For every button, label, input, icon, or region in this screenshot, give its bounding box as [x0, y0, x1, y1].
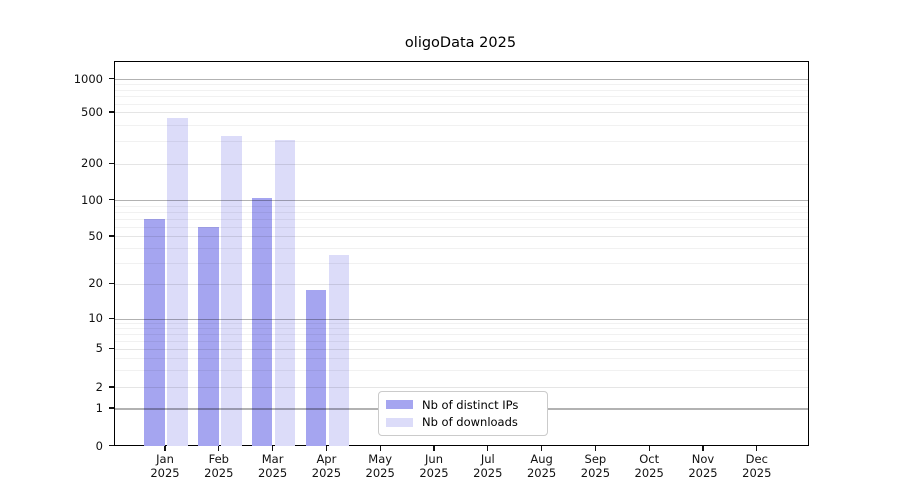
y-tick-mark [108, 386, 114, 388]
y-tick-label: 5 [95, 341, 103, 356]
legend-swatch-distinct-ips [386, 399, 413, 410]
y-tick-label: 2 [95, 380, 103, 394]
legend-item-distinct-ips: Nb of distinct IPs [386, 398, 540, 412]
y-tick-mark [108, 444, 114, 447]
gridline-100 [114, 199, 808, 202]
x-tick-label-apr: Apr 2025 [311, 452, 342, 480]
y-tick-label: 500 [81, 105, 103, 119]
x-tick-mark [433, 446, 435, 452]
legend-label-distinct-ips: Nb of distinct IPs [422, 397, 519, 412]
y-tick-label: 20 [88, 276, 103, 291]
x-tick-mark [648, 446, 650, 452]
y-tick-label: 0 [95, 438, 103, 453]
x-tick-label-feb: Feb 2025 [204, 452, 234, 480]
bar-mar-downloads [274, 139, 296, 446]
y-tick-mark [108, 282, 114, 284]
x-tick-label-oct: Oct 2025 [634, 452, 664, 480]
y-tick-mark [108, 111, 114, 113]
x-tick-mark [379, 446, 381, 452]
gridline-minor [114, 205, 808, 207]
x-tick-mark [487, 446, 489, 452]
x-tick-mark [540, 446, 543, 452]
y-tick-mark [108, 317, 114, 319]
bar-jan-distinct-ips [144, 219, 165, 446]
gridline-200 [114, 163, 808, 165]
y-tick-mark [108, 347, 114, 349]
bar-feb-downloads [221, 136, 242, 446]
gridline-minor [114, 124, 808, 126]
x-tick-mark [702, 446, 704, 452]
x-tick-label-jan: Jan 2025 [150, 452, 180, 480]
x-tick-mark [218, 446, 220, 452]
x-tick-mark [164, 446, 166, 452]
gridline-500 [114, 112, 808, 114]
x-tick-label-may: May 2025 [365, 452, 395, 480]
legend: Nb of distinct IPs Nb of downloads [378, 391, 548, 436]
y-tick-mark [108, 235, 114, 237]
y-tick-label: 10 [88, 311, 103, 326]
y-tick-label: 1000 [73, 71, 103, 86]
x-tick-label-sep: Sep 2025 [580, 452, 611, 480]
gridline-minor [114, 218, 808, 220]
y-tick-mark [108, 162, 114, 164]
y-tick-mark [108, 77, 114, 80]
bar-apr-distinct-ips [305, 289, 327, 446]
x-tick-mark [594, 446, 597, 452]
gridline-minor [114, 141, 808, 143]
bar-apr-downloads [328, 255, 350, 446]
plot-area [113, 61, 809, 446]
legend-label-downloads: Nb of downloads [422, 415, 518, 430]
gridline-minor [114, 103, 808, 105]
x-tick-label-jul: Jul 2025 [473, 452, 503, 480]
y-tick-mark [108, 198, 114, 201]
y-tick-mark [108, 407, 114, 409]
x-tick-label-jun: Jun 2025 [419, 452, 449, 480]
x-tick-mark [271, 446, 274, 452]
x-tick-mark [325, 446, 328, 452]
y-tick-label: 200 [81, 156, 103, 171]
bar-feb-distinct-ips [198, 227, 219, 446]
gridline-minor [114, 84, 808, 86]
x-tick-label-dec: Dec 2025 [742, 452, 772, 480]
gridline-minor [114, 89, 808, 91]
y-tick-label: 100 [81, 192, 103, 207]
gridline-minor [114, 96, 808, 98]
legend-swatch-downloads [386, 417, 413, 428]
x-tick-label-aug: Aug 2025 [526, 452, 557, 480]
y-tick-label: 1 [95, 401, 103, 415]
gridline-minor [114, 211, 808, 213]
x-tick-mark [756, 446, 758, 452]
bar-jan-downloads [167, 117, 188, 446]
gridline-1000 [114, 78, 808, 81]
x-tick-label-mar: Mar 2025 [257, 452, 288, 480]
legend-item-downloads: Nb of downloads [386, 415, 540, 429]
x-tick-label-nov: Nov 2025 [688, 452, 718, 480]
chart-title: oligoData 2025 [404, 35, 517, 51]
bar-mar-distinct-ips [251, 197, 273, 446]
y-tick-label: 50 [88, 229, 103, 243]
